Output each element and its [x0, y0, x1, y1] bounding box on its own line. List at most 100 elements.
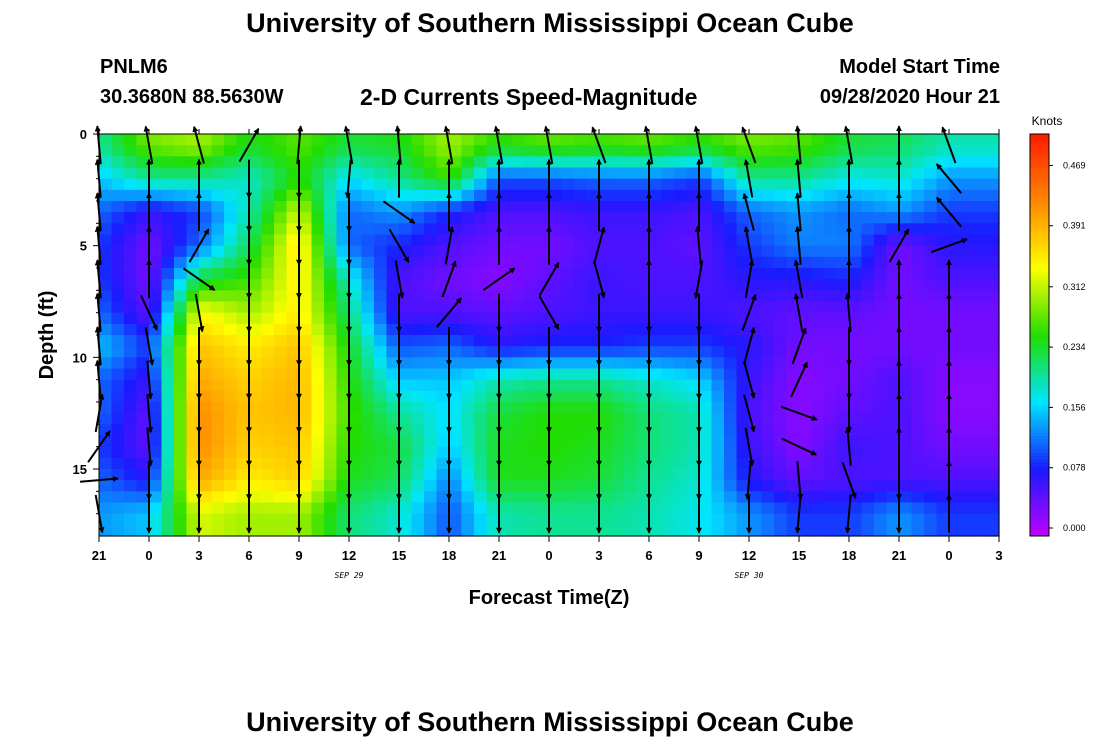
- heatmap-cell: [449, 245, 463, 258]
- current-vector-arrow: [794, 225, 802, 265]
- heatmap-cell: [124, 134, 138, 146]
- heatmap-cell: [311, 491, 325, 504]
- heatmap-cell: [761, 167, 775, 180]
- heatmap-cell: [411, 513, 425, 526]
- heatmap-cell: [549, 290, 563, 303]
- heatmap-cell: [711, 323, 725, 336]
- colorbar-band: [1030, 134, 1049, 138]
- model-start-value: 09/28/2020 Hour 21: [819, 86, 1000, 108]
- heatmap-cell: [99, 279, 113, 291]
- heatmap-cell: [249, 301, 263, 314]
- heatmap-cell: [836, 513, 850, 526]
- colorbar-band: [1030, 234, 1049, 239]
- heatmap-cell: [186, 145, 200, 157]
- current-vector-arrow: [794, 192, 802, 232]
- heatmap-cell: [911, 145, 925, 157]
- heatmap-cell: [874, 234, 888, 247]
- heatmap-cell: [236, 357, 250, 370]
- heatmap-cell: [111, 201, 125, 213]
- heatmap-cell: [461, 390, 475, 403]
- heatmap-cell: [186, 446, 200, 459]
- heatmap-cell: [774, 413, 788, 425]
- heatmap-cell: [499, 469, 513, 481]
- heatmap-cell: [986, 256, 1000, 269]
- heatmap-cell: [874, 178, 888, 191]
- heatmap-cell: [161, 491, 175, 504]
- heatmap-cell: [886, 223, 900, 236]
- heatmap-cell: [924, 279, 938, 291]
- heatmap-cell: [686, 491, 700, 504]
- heatmap-cell: [111, 346, 125, 358]
- heatmap-cell: [449, 201, 463, 213]
- heatmap-cell: [824, 290, 838, 303]
- heatmap-cell: [536, 178, 550, 191]
- heatmap-cell: [899, 413, 913, 425]
- heatmap-cell: [711, 435, 725, 448]
- heatmap-cell: [199, 312, 213, 325]
- heatmap-cell: [586, 402, 600, 414]
- colorbar-band: [1030, 211, 1049, 215]
- heatmap-cell: [561, 335, 575, 347]
- heatmap-cell: [974, 312, 988, 325]
- heatmap-cell: [174, 379, 188, 392]
- heatmap-cell: [261, 268, 275, 280]
- heatmap-cell: [561, 156, 575, 169]
- heatmap-cell: [499, 402, 513, 414]
- station-coordinates: 30.3680N 88.5630W: [100, 86, 284, 108]
- heatmap-cell: [124, 256, 138, 269]
- heatmap-cell: [774, 134, 788, 146]
- heatmap-cell: [99, 134, 113, 146]
- heatmap-cell: [274, 156, 288, 169]
- heatmap-cell: [799, 189, 813, 202]
- colorbar-band: [1030, 170, 1049, 175]
- heatmap-cell: [199, 290, 213, 303]
- heatmap-cell: [211, 134, 225, 146]
- heatmap-cell: [136, 480, 150, 492]
- heatmap-cell: [99, 357, 113, 370]
- colorbar-band: [1030, 405, 1049, 410]
- colorbar-title: Knots: [1032, 114, 1063, 128]
- heatmap-cell: [274, 301, 288, 314]
- heatmap-cell: [736, 167, 750, 180]
- heatmap-cell: [386, 279, 400, 291]
- heatmap-cell: [436, 502, 450, 515]
- current-vector-arrow: [941, 126, 957, 164]
- heatmap-cell: [299, 469, 313, 481]
- heatmap-cell: [211, 256, 225, 269]
- heatmap-cell: [974, 402, 988, 414]
- heatmap-cell: [874, 156, 888, 169]
- heatmap-cell: [436, 469, 450, 481]
- x-tick-label: 18: [442, 548, 456, 563]
- heatmap-cell: [249, 446, 263, 459]
- heatmap-cell: [849, 156, 863, 169]
- heatmap-cell: [824, 502, 838, 515]
- heatmap-cell: [936, 457, 950, 470]
- heatmap-cell: [574, 201, 588, 213]
- colorbar-band: [1030, 154, 1049, 158]
- heatmap-cell: [99, 502, 113, 515]
- heatmap-cell: [986, 357, 1000, 370]
- heatmap-cell: [824, 357, 838, 370]
- heatmap-cell: [511, 189, 525, 202]
- heatmap-cell: [811, 156, 825, 169]
- heatmap-cell: [649, 435, 663, 448]
- heatmap-cell: [211, 480, 225, 492]
- heatmap-cell: [486, 223, 500, 236]
- heatmap-cell: [774, 256, 788, 269]
- current-vector-arrow: [388, 228, 410, 263]
- heatmap-cell: [511, 145, 525, 157]
- heatmap-cell: [711, 223, 725, 236]
- heatmap-cell: [899, 268, 913, 280]
- heatmap-cell: [924, 357, 938, 370]
- heatmap-cell: [161, 390, 175, 403]
- heatmap-cell: [849, 446, 863, 459]
- heatmap-cell: [124, 156, 138, 169]
- colorbar-band: [1030, 227, 1049, 232]
- heatmap-cell: [674, 357, 688, 370]
- heatmap-cell: [399, 390, 413, 403]
- heatmap-cell: [374, 513, 388, 526]
- heatmap-cell: [636, 435, 650, 448]
- heatmap-cell: [861, 424, 875, 437]
- colorbar-frame: [1029, 133, 1050, 537]
- heatmap-cell: [599, 424, 613, 437]
